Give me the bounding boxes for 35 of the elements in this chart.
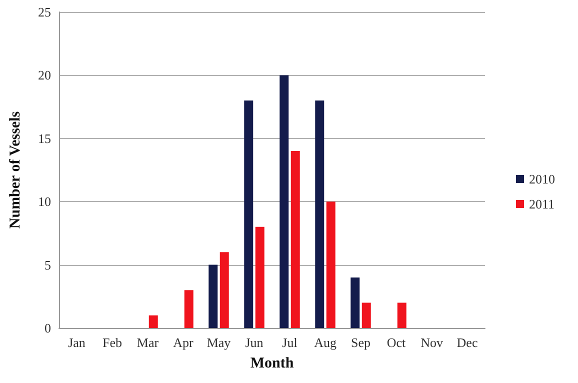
bar	[184, 290, 194, 328]
y-tick-label: 10	[38, 194, 51, 210]
bar	[350, 277, 360, 328]
x-tick-label: Feb	[102, 335, 122, 350]
bar	[397, 302, 406, 328]
bar	[280, 75, 289, 328]
x-tick-label: Jan	[68, 335, 86, 350]
legend-label: 2010	[529, 172, 555, 186]
bar	[290, 151, 300, 328]
x-tick-label: Jul	[282, 335, 298, 350]
bar	[326, 202, 336, 328]
x-tick-label: Mar	[136, 335, 160, 350]
bar	[244, 100, 254, 328]
x-tick-label: Jun	[245, 335, 264, 350]
x-tick-label: Aug	[314, 335, 337, 350]
x-axis-title: Month	[250, 356, 294, 372]
bar	[220, 252, 229, 328]
y-axis-title: Number of Vessels	[8, 111, 24, 229]
bar	[255, 226, 264, 328]
legend-label: 2011	[529, 196, 555, 212]
y-tick-label: 5	[44, 257, 51, 272]
y-tick-label: 0	[44, 320, 51, 336]
y-tick-label: 20	[38, 68, 51, 83]
x-tick-label: Sep	[351, 335, 370, 350]
y-tick-label: 15	[38, 130, 51, 146]
bar	[362, 302, 371, 328]
bar	[208, 264, 218, 328]
y-tick-label: 25	[38, 4, 51, 20]
x-tick-label: May	[206, 335, 232, 350]
x-tick-label: Oct	[386, 335, 406, 350]
x-tick-label: Dec	[456, 335, 478, 350]
bar	[315, 100, 324, 328]
bar	[148, 315, 158, 328]
x-tick-label: Apr	[173, 335, 194, 350]
x-tick-label: Nov	[420, 335, 444, 350]
